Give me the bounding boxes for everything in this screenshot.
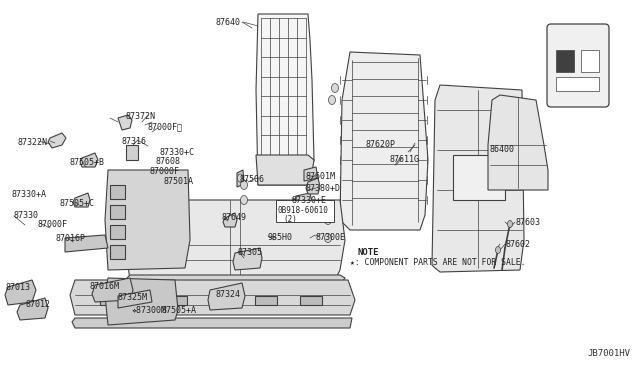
Text: 87330: 87330	[14, 211, 39, 220]
Polygon shape	[118, 290, 152, 308]
Polygon shape	[210, 296, 232, 305]
Text: 87330+C: 87330+C	[159, 148, 194, 157]
Polygon shape	[105, 278, 178, 325]
Text: 985H0: 985H0	[268, 233, 293, 242]
Polygon shape	[304, 167, 318, 181]
Text: 87000F: 87000F	[150, 167, 180, 176]
Text: 87602: 87602	[506, 240, 531, 249]
Ellipse shape	[237, 174, 243, 182]
Text: 87300E: 87300E	[315, 233, 345, 242]
Text: 87505+C: 87505+C	[60, 199, 95, 208]
Text: 87372N: 87372N	[126, 112, 156, 121]
Polygon shape	[233, 248, 262, 270]
Polygon shape	[110, 205, 125, 219]
Text: 87324: 87324	[215, 290, 240, 299]
Polygon shape	[165, 296, 187, 305]
Text: (2): (2)	[283, 215, 297, 224]
Polygon shape	[130, 296, 152, 305]
Ellipse shape	[332, 83, 339, 93]
Text: NOTE: NOTE	[358, 248, 380, 257]
Polygon shape	[256, 14, 314, 185]
Text: 87601M: 87601M	[305, 172, 335, 181]
Ellipse shape	[324, 215, 332, 224]
Polygon shape	[340, 52, 428, 230]
Text: 87649: 87649	[222, 213, 247, 222]
Text: 0B918-60610: 0B918-60610	[278, 206, 329, 215]
Text: 87322N: 87322N	[18, 138, 48, 147]
Polygon shape	[48, 133, 66, 148]
Text: 87013: 87013	[6, 283, 31, 292]
Polygon shape	[118, 115, 132, 130]
Text: 87603: 87603	[515, 218, 540, 227]
Polygon shape	[126, 145, 138, 160]
Polygon shape	[432, 85, 524, 272]
Text: ✧87300M: ✧87300M	[132, 306, 167, 315]
Text: 87000F: 87000F	[38, 220, 68, 229]
Text: 86400: 86400	[490, 145, 515, 154]
Polygon shape	[100, 296, 122, 305]
Bar	[276, 200, 334, 222]
Polygon shape	[70, 280, 355, 315]
Text: JB7001HV: JB7001HV	[587, 349, 630, 358]
Polygon shape	[72, 318, 352, 328]
Polygon shape	[255, 296, 277, 305]
Polygon shape	[296, 193, 312, 205]
Polygon shape	[17, 298, 48, 320]
Polygon shape	[80, 153, 98, 167]
Polygon shape	[237, 170, 244, 187]
Text: ★: COMPONENT PARTS ARE NOT FOR SALE.: ★: COMPONENT PARTS ARE NOT FOR SALE.	[350, 258, 525, 267]
Polygon shape	[105, 170, 190, 270]
Text: 87016M: 87016M	[90, 282, 120, 291]
Ellipse shape	[324, 234, 332, 243]
Polygon shape	[110, 185, 125, 199]
Polygon shape	[73, 193, 90, 207]
Bar	[581, 50, 599, 72]
Text: 87305: 87305	[238, 248, 263, 257]
Polygon shape	[5, 280, 36, 305]
Text: 87016P: 87016P	[56, 234, 86, 243]
Polygon shape	[125, 200, 345, 280]
Ellipse shape	[241, 196, 248, 205]
Text: 87611G: 87611G	[390, 155, 420, 164]
Text: 87640: 87640	[216, 18, 241, 27]
Polygon shape	[110, 245, 125, 259]
Polygon shape	[488, 95, 548, 190]
Text: 87501A: 87501A	[163, 177, 193, 186]
Text: 87325M: 87325M	[118, 293, 148, 302]
Polygon shape	[306, 178, 320, 194]
Polygon shape	[92, 278, 133, 302]
Polygon shape	[125, 275, 345, 285]
Text: 87505+A: 87505+A	[162, 306, 197, 315]
Ellipse shape	[508, 221, 513, 228]
Polygon shape	[223, 213, 237, 227]
Text: 87506: 87506	[240, 175, 265, 184]
Text: 87012: 87012	[26, 300, 51, 309]
Bar	[556, 77, 599, 91]
Bar	[556, 50, 574, 72]
Polygon shape	[208, 283, 245, 310]
Polygon shape	[300, 296, 322, 305]
Text: 87505+B: 87505+B	[69, 158, 104, 167]
Ellipse shape	[495, 247, 500, 253]
Ellipse shape	[328, 96, 335, 105]
Polygon shape	[65, 235, 108, 252]
Text: 87608: 87608	[155, 157, 180, 166]
Polygon shape	[110, 225, 125, 239]
FancyBboxPatch shape	[547, 24, 609, 107]
Text: 87330+A: 87330+A	[12, 190, 47, 199]
Polygon shape	[256, 155, 314, 185]
Text: 87380+D: 87380+D	[306, 184, 341, 193]
Polygon shape	[453, 155, 505, 200]
Text: 87316: 87316	[122, 137, 147, 146]
Text: 87000FⅡ: 87000FⅡ	[148, 122, 183, 131]
Ellipse shape	[241, 180, 248, 189]
Text: 87620P: 87620P	[365, 140, 395, 149]
Text: 87330+E: 87330+E	[292, 196, 327, 205]
